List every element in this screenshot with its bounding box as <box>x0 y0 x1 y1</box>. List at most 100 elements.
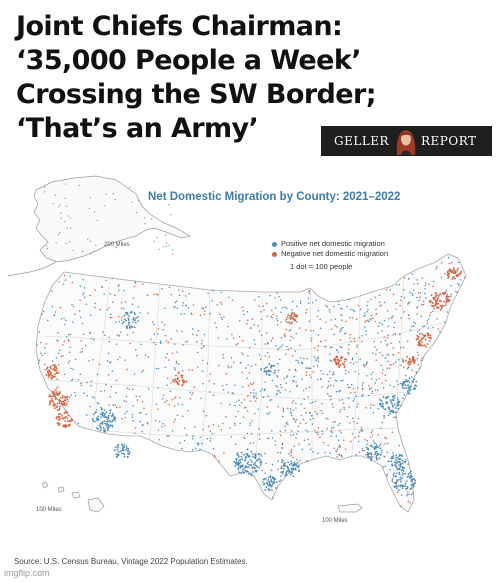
migration-dot <box>241 386 244 388</box>
legend-negative: Negative net domestic migration <box>272 249 388 259</box>
migration-dot <box>451 261 453 264</box>
migration-dot <box>434 297 436 299</box>
migration-dot <box>352 309 354 311</box>
migration-dot <box>339 430 341 432</box>
migration-dot <box>438 295 440 297</box>
migration-dot <box>413 362 415 365</box>
migration-dot <box>221 385 224 387</box>
migration-dot <box>291 309 293 311</box>
migration-dot <box>404 458 407 461</box>
migration-dot <box>375 450 378 453</box>
migration-dot <box>155 403 158 406</box>
migration-dot <box>408 357 411 360</box>
migration-dot <box>399 299 402 302</box>
migration-dot <box>350 340 352 342</box>
migration-dot <box>287 348 290 351</box>
migration-dot <box>315 359 317 362</box>
migration-dot <box>258 433 261 436</box>
migration-dot <box>405 480 408 482</box>
migration-dot <box>263 367 266 370</box>
migration-dot <box>242 353 245 356</box>
migration-dot <box>400 317 402 319</box>
migration-dot <box>336 448 339 451</box>
migration-dot <box>446 295 448 298</box>
migration-dot <box>460 270 462 272</box>
migration-dot <box>376 454 378 456</box>
migration-dot <box>234 443 237 445</box>
migration-dot <box>108 340 111 343</box>
migration-dot <box>363 312 366 314</box>
migration-dot <box>374 346 376 348</box>
migration-dot <box>50 397 53 400</box>
migration-dot <box>317 452 319 454</box>
migration-dot <box>258 354 261 356</box>
migration-dot <box>254 453 257 456</box>
scale-hawaii: 100 Miles <box>36 507 62 513</box>
migration-dot <box>74 358 77 361</box>
migration-dot <box>270 469 273 472</box>
migration-dot <box>241 339 244 342</box>
migration-dot <box>388 406 390 409</box>
migration-dot <box>233 460 236 463</box>
migration-dot <box>329 398 332 401</box>
migration-dot <box>393 326 395 329</box>
migration-dot <box>420 338 423 340</box>
migration-dot <box>218 460 220 462</box>
migration-dot <box>338 444 341 447</box>
migration-dot <box>342 379 344 382</box>
migration-dot <box>159 342 162 344</box>
migration-dot <box>404 460 407 463</box>
migration-dot <box>386 344 388 347</box>
migration-dot <box>381 372 384 374</box>
migration-dot <box>417 282 419 285</box>
logo-text-left: GELLER <box>334 134 390 148</box>
migration-dot <box>170 293 173 296</box>
migration-dot <box>279 434 282 437</box>
migration-dot <box>335 390 338 393</box>
migration-dot <box>191 369 193 371</box>
migration-dot <box>305 429 307 432</box>
migration-dot <box>317 345 320 347</box>
migration-dot <box>240 472 243 475</box>
migration-dot <box>228 366 230 369</box>
migration-dot <box>428 283 430 286</box>
migration-dot <box>111 420 114 423</box>
migration-dot <box>181 383 184 386</box>
migration-dot <box>285 382 287 385</box>
migration-dot <box>401 462 404 465</box>
migration-dot <box>58 408 61 411</box>
migration-dot <box>395 308 397 310</box>
migration-dot <box>309 418 312 421</box>
migration-dot <box>342 402 345 404</box>
migration-dot <box>203 333 206 336</box>
migration-dot <box>397 399 399 401</box>
migration-dot <box>362 363 365 366</box>
migration-dot <box>135 395 138 397</box>
migration-dot <box>265 486 268 489</box>
migration-dot <box>254 464 257 467</box>
migration-dot <box>284 333 286 335</box>
migration-dot <box>393 397 396 399</box>
migration-dot <box>55 392 58 395</box>
migration-dot <box>381 405 384 407</box>
migration-dot <box>274 297 276 299</box>
migration-dot <box>446 293 448 296</box>
migration-dot <box>281 443 284 446</box>
migration-dot <box>301 448 304 451</box>
migration-dot <box>176 351 178 353</box>
headline: Joint Chiefs Chairman: ‘35,000 People a … <box>16 10 496 146</box>
migration-dot <box>250 391 252 394</box>
migration-dot <box>303 439 306 441</box>
migration-dot <box>209 440 212 442</box>
migration-dot <box>164 366 167 369</box>
migration-dot <box>103 409 106 411</box>
migration-dot <box>267 343 269 345</box>
migration-dot <box>165 246 167 248</box>
migration-dot <box>295 305 298 307</box>
migration-dot <box>53 391 56 393</box>
migration-dot <box>45 368 47 371</box>
migration-dot <box>387 334 389 336</box>
migration-dot <box>434 292 437 295</box>
migration-dot <box>343 439 345 442</box>
migration-dot <box>128 327 131 329</box>
